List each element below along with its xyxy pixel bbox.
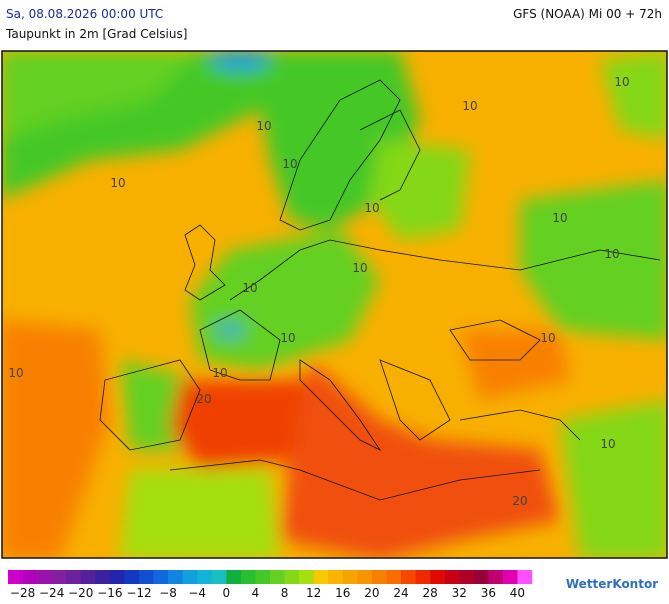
colorbar-swatch [95, 570, 111, 584]
colorbar-swatch [430, 570, 445, 584]
colorbar-swatch [313, 570, 329, 584]
contour-label: 10 [462, 99, 477, 113]
colorbar-swatch [371, 570, 387, 584]
contour-label: 10 [212, 366, 227, 380]
colorbar-label: 36 [481, 586, 496, 600]
contour-label: 10 [8, 366, 23, 380]
colorbar-label: 40 [510, 586, 525, 600]
colorbar-swatch [299, 570, 314, 584]
contour-label: 10 [282, 157, 297, 171]
colorbar-label: 12 [306, 586, 321, 600]
contour-label: 10 [600, 437, 615, 451]
colorbar-swatch [270, 570, 285, 584]
colorbar-label: 20 [364, 586, 379, 600]
colorbar-swatch [328, 570, 344, 584]
colorbar-swatch [168, 570, 183, 584]
contour-label: 20 [196, 392, 211, 406]
colorbar-swatch [386, 570, 402, 584]
colorbar-swatch [502, 570, 518, 584]
colorbar-swatch [182, 570, 198, 584]
contour-label: 10 [540, 331, 555, 345]
colorbar-swatch [401, 570, 416, 584]
colorbar-swatch [444, 570, 460, 584]
brand-logo: WetterKontor [566, 577, 658, 591]
parameter-title: Taupunkt in 2m [Grad Celsius] [5, 27, 187, 41]
colorbar-label: 28 [422, 586, 437, 600]
contour-label: 10 [604, 247, 619, 261]
colorbar-swatch [517, 570, 533, 584]
colorbar-swatch [197, 570, 213, 584]
colorbar-label: 8 [281, 586, 289, 600]
colorbar-swatch [226, 570, 242, 584]
contour-label: 10 [242, 281, 257, 295]
colorbar-label: −24 [39, 586, 64, 600]
colorbar-label: −20 [68, 586, 93, 600]
colorbar-swatch [240, 570, 256, 584]
colorbar-swatch [473, 570, 489, 584]
contour-label: 20 [512, 494, 527, 508]
colorbar-label: −4 [188, 586, 206, 600]
contour-label: 10 [552, 211, 567, 225]
colorbar-label: −12 [126, 586, 151, 600]
colorbar-label: −16 [97, 586, 122, 600]
colorbar-label: 32 [452, 586, 467, 600]
colorbar-swatch [459, 570, 475, 584]
model-title: GFS (NOAA) Mi 00 + 72h [513, 7, 662, 21]
colorbar-label: 16 [335, 586, 350, 600]
contour-label: 10 [280, 331, 295, 345]
colorbar-swatch [357, 570, 373, 584]
colorbar-swatch [415, 570, 431, 584]
colorbar-swatch [37, 570, 52, 584]
colorbar-swatch [211, 570, 227, 584]
colorbar-swatch [80, 570, 96, 584]
colorbar-label: 4 [252, 586, 260, 600]
colorbar-swatch [139, 570, 154, 584]
colorbar-swatch [66, 570, 82, 584]
contour-label: 10 [352, 261, 367, 275]
contour-label: 10 [110, 176, 125, 190]
colorbar-swatch [255, 570, 271, 584]
colorbar-swatch [109, 570, 125, 584]
date-title: Sa, 08.08.2026 00:00 UTC [6, 7, 163, 21]
colorbar-swatch [124, 570, 140, 584]
colorbar-label: 0 [223, 586, 231, 600]
contour-label: 10 [614, 75, 629, 89]
colorbar-swatch [153, 570, 169, 584]
colorbar-swatch [22, 570, 38, 584]
contour-label: 10 [364, 201, 379, 215]
colorbar-label: −28 [10, 586, 35, 600]
contour-label: 10 [256, 119, 271, 133]
colorbar-label: −8 [159, 586, 177, 600]
colorbar-swatch [342, 570, 358, 584]
colorbar-label: 24 [393, 586, 408, 600]
colorbar-swatch [51, 570, 67, 584]
colorbar-swatch [284, 570, 300, 584]
colorbar-swatch [8, 570, 23, 584]
map-frame [1, 50, 668, 559]
colorbar-swatch [488, 570, 504, 584]
